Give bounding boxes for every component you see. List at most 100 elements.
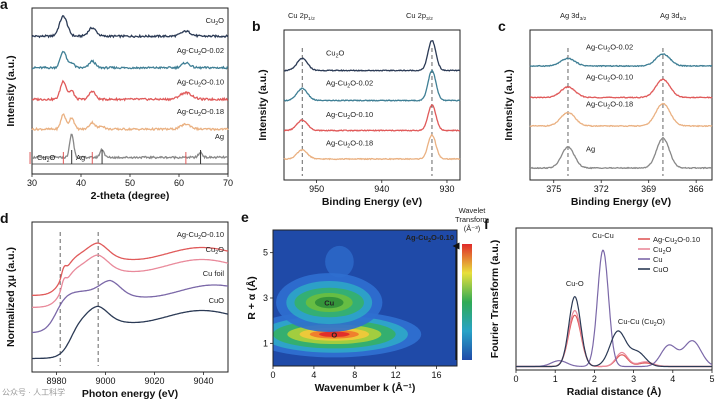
panel-e-ytick-label: 3 <box>263 293 268 303</box>
panel-a-series-label: Ag <box>215 132 224 141</box>
panel-a-series-ag-cu2o-0-18 <box>31 113 229 132</box>
panel-e-ytick-label: 1 <box>263 338 268 348</box>
panel-f-xtick-label: 1 <box>553 374 558 384</box>
panel-a-frame <box>31 7 229 175</box>
panel-d-xtick-label: 8980 <box>46 376 66 386</box>
panel-b-xlabel: Binding Energy (eV) <box>322 196 422 208</box>
panel-a-xtick-label: 70 <box>223 178 233 188</box>
panel-d-xtick-label: 9000 <box>95 376 115 386</box>
panel-c-series-label: Ag-Cu2O-0.10 <box>586 73 633 84</box>
panel-c-xtick-label: 372 <box>594 184 609 194</box>
panel-f-ylabel: Fourier Transform (a.u.) <box>489 240 501 358</box>
panel-c-series-label: Ag-Cu2O-0.18 <box>586 100 633 111</box>
panel-e-upper-contour <box>325 245 354 278</box>
panel-b-series-ag-cu2o-0-10 <box>284 104 461 132</box>
panel-f-xtick-label: 3 <box>631 374 636 384</box>
panel-a-reference-label: Ag <box>76 153 85 162</box>
panel-d-series-cuo <box>32 305 229 360</box>
panel-b-ylabel: Intensity (a.u.) <box>257 69 269 140</box>
panel-b-frame <box>283 29 461 181</box>
panel-f-legend-label: CuO <box>653 265 669 274</box>
panel-e-feature-label: O <box>331 330 337 339</box>
panel-c-series-ag-cu2o-0-18 <box>529 102 713 128</box>
panel-a-letter: a <box>0 0 8 12</box>
watermark: 公众号 · 人工科学 <box>2 388 66 397</box>
panel-a-series-ag-cu2o-0-10 <box>31 79 229 102</box>
panel-c-series-ag <box>529 136 713 170</box>
panel-e-xtick-label: 12 <box>391 370 401 380</box>
panel-f-xtick-label: 0 <box>513 374 518 384</box>
panel-e-ytick-label: 5 <box>263 248 268 258</box>
panel-c-frame <box>529 29 713 181</box>
panel-b-series-label: Cu2O <box>326 49 345 60</box>
panel-e-xlabel: Wavenumber k (Å⁻¹) <box>315 381 416 394</box>
panel-d-series-label: CuO <box>209 296 225 305</box>
panel-f-xtick-label: 4 <box>670 374 675 384</box>
panel-f-series-cu2o <box>516 309 712 368</box>
panel-d-series-cu-foil <box>31 279 229 334</box>
panel-a-series-label: Cu2O <box>206 16 225 27</box>
panel-d-frame <box>31 221 229 373</box>
panel-e-colorbar <box>462 244 472 360</box>
panel-b-xtick-label: 940 <box>374 184 389 194</box>
panel-e-contours <box>273 245 422 358</box>
panel-a-xtick-label: 50 <box>125 178 135 188</box>
panel-f-legend-label: Ag-Cu2O-0.10 <box>653 235 700 246</box>
panel-f-annotation: Cu-O <box>566 279 584 288</box>
panel-f-letter: f <box>484 216 489 232</box>
panel-b-series-label: Ag-Cu2O-0.02 <box>326 79 373 90</box>
panel-e-feature-label: Cu <box>324 299 334 308</box>
panel-c-xtick-label: 369 <box>641 184 656 194</box>
panel-b-xtick-label: 950 <box>309 184 324 194</box>
panel-d-series-cu2o <box>32 254 229 309</box>
panel-b-series-ag-cu2o-0-02 <box>283 69 461 102</box>
panel-b-letter: b <box>252 18 261 34</box>
panel-f-annotation: Cu-Cu <box>592 231 614 240</box>
panel-c-series-ag-cu2o-0-10 <box>530 78 713 99</box>
panel-a-xtick-label: 30 <box>27 178 37 188</box>
panel-c-annotation: Ag 3d5/2 <box>660 11 687 22</box>
panel-c-xlabel: Binding Energy (eV) <box>571 196 671 208</box>
panel-d-xtick-label: 9040 <box>193 376 213 386</box>
panel-e-o-contour <box>319 331 350 337</box>
panel-f-annotation: Cu-Cu (Cu2O) <box>618 317 666 328</box>
panel-f-frame <box>515 227 713 371</box>
panel-f-series-cuo <box>516 295 712 368</box>
panel-c-xtick-label: 375 <box>546 184 561 194</box>
panel-d-series-label: Cu foil <box>203 269 225 278</box>
panel-d-ylabel: Normalized χμ (a.u.) <box>5 247 17 347</box>
panel-f-series-cu <box>516 249 713 368</box>
panel-d-series-label: Cu2O <box>206 245 225 256</box>
panel-e-title: Ag-Cu2O-0.10 <box>406 233 454 244</box>
panel-e-xtick-label: 8 <box>352 370 357 380</box>
panel-e-xtick-label: 4 <box>311 370 316 380</box>
panel-b-annotation: Cu 2p3/2 <box>406 11 433 22</box>
panel-f-legend-label: Cu <box>653 255 663 264</box>
panel-e-xtick-label: 0 <box>270 370 275 380</box>
panel-c-annotation: Ag 3d3/2 <box>560 11 587 22</box>
panel-b-series-label: Ag-Cu2O-0.18 <box>326 139 373 150</box>
panel-c-ylabel: Intensity (a.u.) <box>503 69 515 140</box>
panel-a-series-ag-cu2o-0-02 <box>31 50 229 71</box>
panel-b-series-cu2o <box>283 40 461 72</box>
panel-c-series-label: Ag <box>586 145 595 154</box>
panel-a-xtick-label: 60 <box>174 178 184 188</box>
panel-c-series-label: Ag-Cu2O-0.02 <box>586 43 633 54</box>
panel-f-xlabel: Radial distance (Å) <box>567 385 662 398</box>
panel-e-colorbar-label: Transform <box>455 215 489 224</box>
panel-a-xlabel: 2-theta (degree) <box>91 190 170 202</box>
panel-a-reference-label: Cu2O <box>37 153 56 164</box>
panel-a-xtick-label: 40 <box>76 178 86 188</box>
panel-a-series-cu2o <box>31 14 229 39</box>
panel-c-letter: c <box>498 18 506 34</box>
panel-f-xtick-label: 2 <box>592 374 597 384</box>
panel-b-xtick-label: 930 <box>439 184 454 194</box>
panel-d-series-label: Ag-Cu2O-0.10 <box>177 230 224 241</box>
panel-b-series-label: Ag-Cu2O-0.10 <box>326 110 373 121</box>
panel-e-colorbar-label: Wavelet <box>459 206 487 215</box>
panel-f-legend-label: Cu2O <box>653 245 672 256</box>
panel-d-letter: d <box>0 210 9 226</box>
panel-e-ylabel: R + α (Å) <box>245 276 258 320</box>
panel-d-xlabel: Photon energy (eV) <box>82 388 178 400</box>
